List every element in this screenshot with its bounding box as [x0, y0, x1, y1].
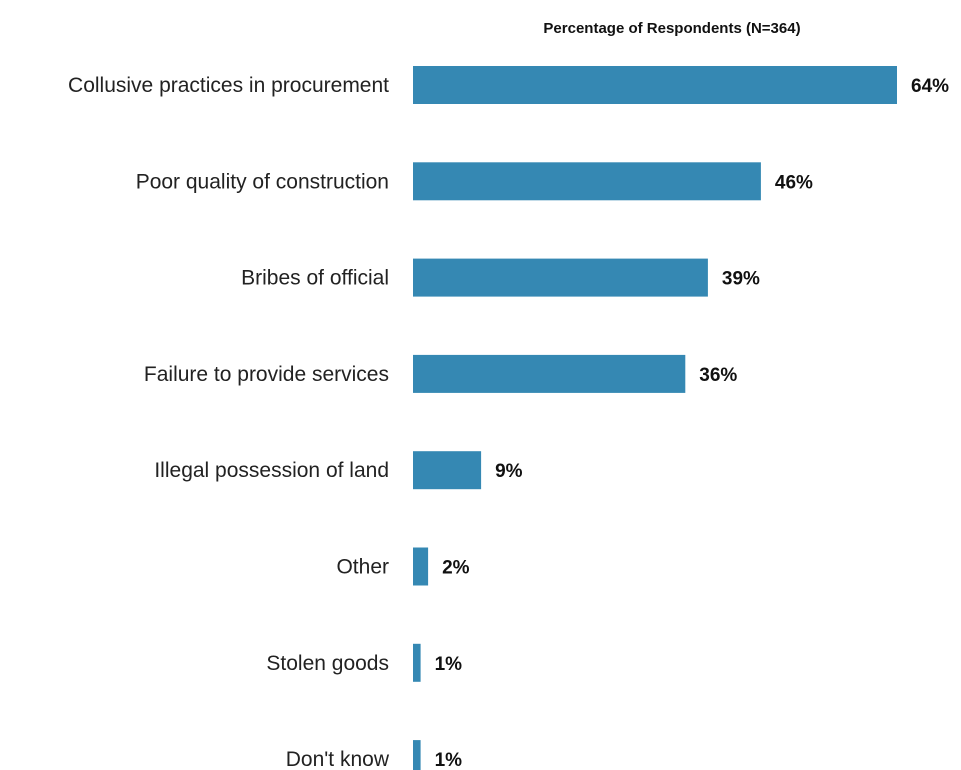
category-label-bribes-of-official: Bribes of official: [241, 267, 389, 290]
category-label-poor-quality-of-construction: Poor quality of construction: [136, 170, 389, 193]
value-label-bribes-of-official: 39%: [722, 269, 760, 290]
bar-collusive-practices-in-procurement: [413, 66, 897, 104]
category-label-illegal-possession-of-land: Illegal possession of land: [154, 459, 389, 482]
bar-other: [413, 547, 429, 586]
value-label-don-t-know: 1%: [435, 750, 463, 770]
value-label-failure-to-provide-services: 36%: [699, 365, 737, 386]
value-label-poor-quality-of-construction: 46%: [775, 172, 813, 193]
bar-illegal-possession-of-land: [413, 451, 482, 490]
value-label-stolen-goods: 1%: [435, 654, 463, 675]
chart-title: Percentage of Respondents (N=364): [543, 20, 800, 37]
bar-stolen-goods: [413, 643, 421, 682]
bar-don-t-know: [413, 740, 421, 770]
category-label-other: Other: [336, 556, 389, 579]
category-label-failure-to-provide-services: Failure to provide services: [144, 363, 389, 386]
value-label-collusive-practices-in-procurement: 64%: [911, 76, 949, 97]
bar-poor-quality-of-construction: [413, 162, 761, 201]
value-label-other: 2%: [442, 558, 470, 579]
category-labels: Collusive practices in procurement Poor q…: [68, 74, 390, 770]
category-label-collusive-practices-in-procurement: Collusive practices in procurement: [68, 74, 389, 97]
bars-layer: [413, 66, 897, 770]
value-label-illegal-possession-of-land: 9%: [495, 461, 523, 482]
bar-failure-to-provide-services: [413, 354, 686, 393]
value-labels: 64% 46% 39% 36% 9% 2% 1% 1%: [435, 76, 950, 770]
category-label-don-t-know: Don't know: [286, 748, 390, 770]
bar-bribes-of-official: [413, 258, 708, 297]
category-label-stolen-goods: Stolen goods: [266, 652, 389, 675]
